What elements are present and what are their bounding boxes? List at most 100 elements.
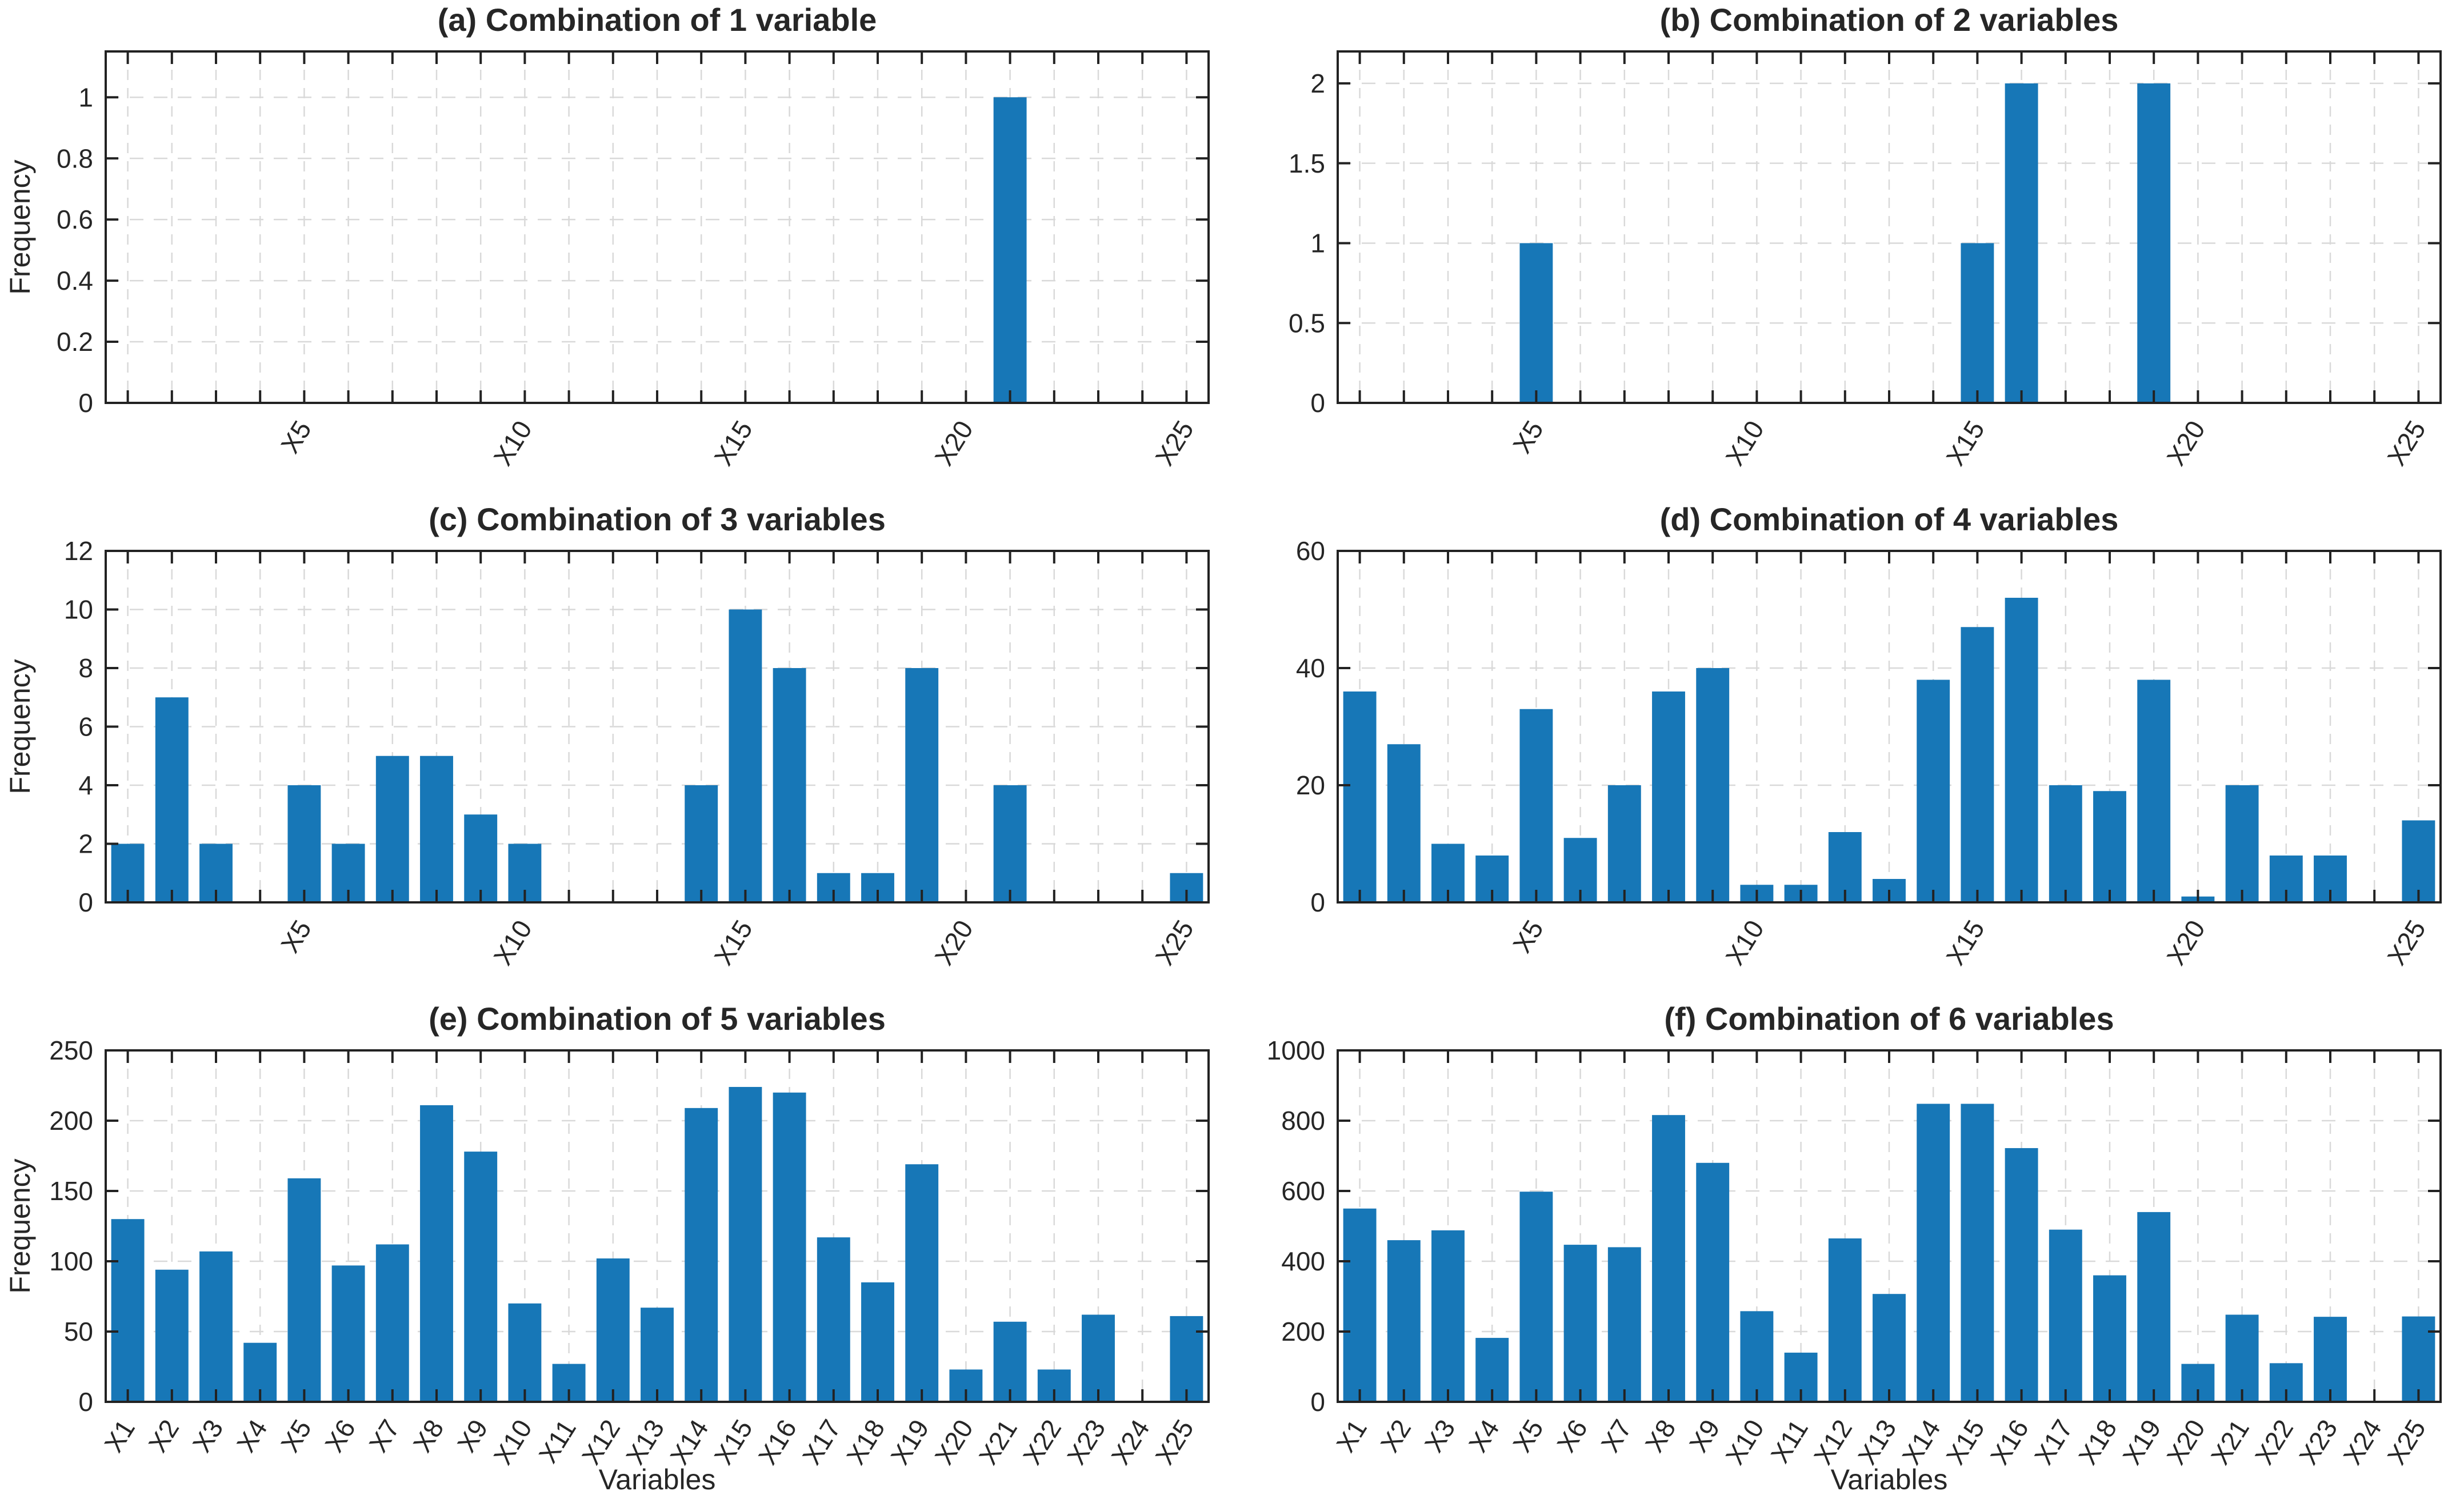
bar-X9 xyxy=(1696,1162,1730,1402)
bar-X7 xyxy=(375,756,409,902)
x-tick-label: X16 xyxy=(753,1414,802,1470)
x-tick-label: X3 xyxy=(187,1414,229,1457)
y-tick-label: 0.8 xyxy=(57,143,93,173)
x-tick-label: X13 xyxy=(1852,1414,1902,1470)
x-tick-label: X15 xyxy=(1940,1414,1990,1470)
y-tick-label: 100 xyxy=(49,1246,93,1276)
chart-canvas-a: 0 0.2 0.4 0.6 0.8 1 X5 X10 X15 X20 X25 (a) Combinat… xyxy=(4,2,1210,471)
subplot-a: 0 0.2 0.4 0.6 0.8 1 X5 X10 X15 X20 X25 (a) Combinat… xyxy=(0,0,1232,499)
chart-title: (c) Combination of 3 variables xyxy=(429,501,886,537)
x-tick-label: X20 xyxy=(2161,915,2210,970)
chart-title: (f) Combination of 6 variables xyxy=(1664,1001,2114,1037)
bar-X19 xyxy=(905,668,939,902)
bar-X17 xyxy=(2049,1229,2082,1402)
subplot-d: 0 20 40 60 X5 X10 X15 X20 X25 (d) Combination of … xyxy=(1232,499,2464,999)
bar-X17 xyxy=(817,1237,850,1402)
y-tick-label: 12 xyxy=(64,536,93,566)
bar-X15 xyxy=(1961,627,1994,902)
bar-X10 xyxy=(1740,1311,1774,1402)
bar-X15 xyxy=(729,1086,762,1402)
y-tick-label: 6 xyxy=(78,712,93,742)
bar-X15 xyxy=(1961,243,1994,403)
x-tick-label: X1 xyxy=(1330,1414,1373,1457)
bar-X2 xyxy=(155,697,189,902)
subplot-f: 0 200 400 600 800 1000 X1 X2 X3 X4 X5 X6 X7 X8 X9 X10 X1… xyxy=(1232,999,2464,1498)
x-tick-label: X9 xyxy=(451,1414,494,1457)
y-tick-label: 0.2 xyxy=(57,327,93,357)
x-tick-label: X19 xyxy=(2117,1414,2166,1470)
bar-X8 xyxy=(1652,691,1685,902)
bar-X12 xyxy=(1828,1238,1862,1402)
y-tick-label: 1000 xyxy=(1267,1036,1325,1065)
bar-X21 xyxy=(993,785,1027,902)
x-tick-label: X19 xyxy=(885,1414,934,1470)
bar-X21 xyxy=(993,97,1027,403)
x-tick-label: X16 xyxy=(1985,1414,2034,1470)
bar-X18 xyxy=(2093,791,2126,902)
x-tick-label: X25 xyxy=(2381,1414,2431,1470)
bar-X15 xyxy=(1961,1104,1994,1402)
x-tick-label: X25 xyxy=(1149,415,1199,471)
bar-X14 xyxy=(685,1108,718,1402)
y-tick-label: 20 xyxy=(1296,770,1325,800)
bar-X1 xyxy=(1343,1208,1377,1402)
x-tick-label: X8 xyxy=(407,1414,450,1457)
subplot-b: 0 0.5 1 1.5 2 X5 X10 X15 X20 X25 (b) Combination o… xyxy=(1232,0,2464,499)
chart-title: (a) Combination of 1 variable xyxy=(438,2,877,38)
x-axis-label: Variables xyxy=(1831,1464,1948,1496)
x-tick-label: X6 xyxy=(1551,1414,1593,1457)
bar-X23 xyxy=(2314,1317,2347,1402)
bar-X14 xyxy=(1917,679,1950,902)
y-tick-label: 400 xyxy=(1281,1246,1325,1276)
bar-X19 xyxy=(2137,679,2171,902)
bar-X13 xyxy=(641,1308,674,1402)
x-tick-label: X5 xyxy=(275,915,317,958)
bar-X25 xyxy=(2402,820,2435,902)
bar-X3 xyxy=(1431,1230,1465,1402)
y-tick-label: 0.6 xyxy=(57,205,93,234)
y-tick-label: 200 xyxy=(1281,1317,1325,1346)
y-axis-label: Frequency xyxy=(4,659,36,794)
x-tick-label: X11 xyxy=(533,1414,582,1468)
x-tick-label: X4 xyxy=(231,1414,273,1457)
x-tick-label: X8 xyxy=(1639,1414,1682,1457)
x-tick-label: X21 xyxy=(973,1414,1023,1470)
subplot-e: 0 50 100 150 200 250 X1 X2 X3 X4 X5 X6 X7 X8 X9 X10 X11 X… xyxy=(0,999,1232,1498)
bar-X21 xyxy=(2225,1314,2259,1402)
bar-X7 xyxy=(1607,1247,1641,1402)
bar-X16 xyxy=(2005,1148,2038,1402)
x-tick-label: X20 xyxy=(2161,1414,2210,1470)
x-tick-label: X20 xyxy=(929,915,978,970)
bar-X5 xyxy=(1519,243,1553,403)
x-tick-label: X18 xyxy=(2073,1414,2122,1470)
bar-X8 xyxy=(420,756,453,902)
bar-X16 xyxy=(773,668,806,902)
chart-canvas-c: 0 2 4 6 8 10 12 X5 X10 X15 X20 X25 (c) Combination o… xyxy=(4,501,1210,970)
bar-X1 xyxy=(1343,691,1377,902)
bar-X18 xyxy=(2093,1275,2126,1402)
x-tick-label: X10 xyxy=(487,915,537,970)
y-tick-label: 8 xyxy=(78,653,93,683)
x-tick-label: X12 xyxy=(1808,1414,1858,1470)
y-tick-label: 800 xyxy=(1281,1106,1325,1136)
bar-X16 xyxy=(2005,598,2038,902)
y-tick-label: 40 xyxy=(1296,653,1325,683)
x-tick-label: X10 xyxy=(1719,915,1769,970)
y-tick-label: 0.5 xyxy=(1289,308,1325,338)
x-tick-label: X15 xyxy=(1940,415,1990,471)
y-tick-label: 0 xyxy=(78,388,93,418)
x-tick-label: X20 xyxy=(929,415,978,471)
bar-X12 xyxy=(596,1258,630,1402)
bar-X25 xyxy=(2402,1316,2435,1402)
bar-X2 xyxy=(1387,1240,1421,1402)
bar-X21 xyxy=(993,1321,1027,1402)
bar-X2 xyxy=(155,1269,189,1402)
x-tick-label: X25 xyxy=(2381,915,2431,970)
y-tick-label: 60 xyxy=(1296,536,1325,566)
bar-X14 xyxy=(1917,1104,1950,1402)
x-tick-label: X15 xyxy=(1940,915,1990,970)
bar-X9 xyxy=(464,814,498,902)
chart-canvas-b: 0 0.5 1 1.5 2 X5 X10 X15 X20 X25 (b) Combination o… xyxy=(1289,2,2442,471)
bar-X5 xyxy=(287,1178,321,1402)
